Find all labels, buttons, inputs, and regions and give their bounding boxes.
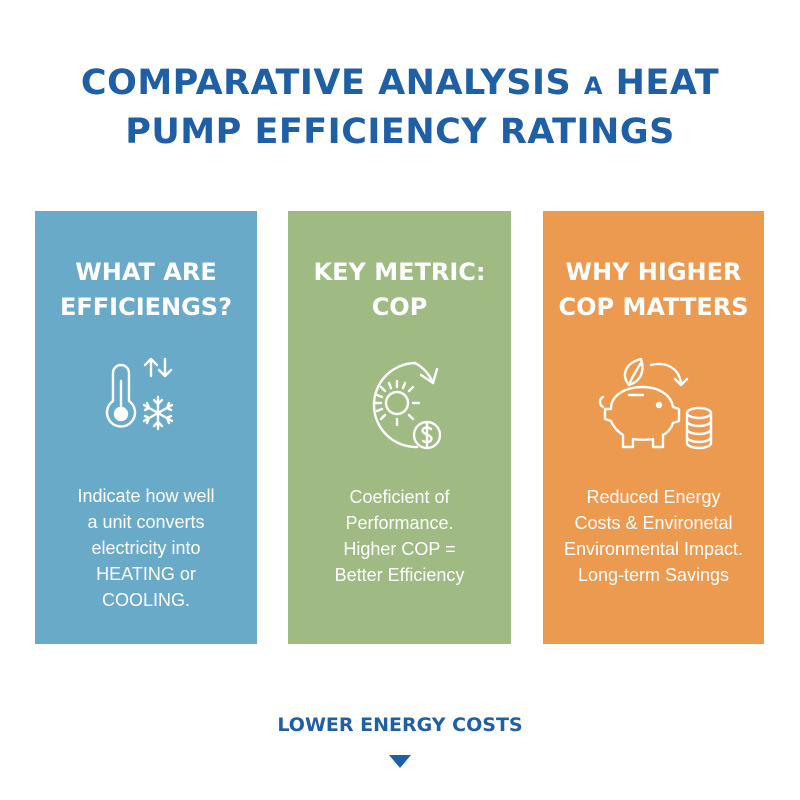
card-description-line: Long-term Savings: [577, 565, 730, 585]
card-heading-line: COP MATTERS: [558, 293, 749, 321]
card-description-line: Performance.: [345, 513, 454, 533]
footer-label: LOWER ENERGY COSTS: [277, 714, 523, 736]
card-heading: WHAT ARE EFFICIENGS?: [35, 255, 257, 325]
card-description-line: Indicate how well: [77, 486, 215, 506]
card-description: Coeficient of Performance. Higher COP = …: [298, 484, 501, 588]
title-connector: A: [583, 72, 603, 100]
card-description-line: Costs & Environetal: [574, 513, 733, 533]
arrow-down-icon: [389, 755, 411, 768]
card-key-metric-cop: KEY METRIC: COP Coeficient of Performanc…: [288, 211, 511, 644]
card-heading-line: EFFICIENGS?: [59, 293, 233, 321]
card-description-line: Environmental Impact.: [563, 539, 744, 559]
title-part2: HEAT: [615, 63, 720, 103]
card-description-line: COOLING.: [101, 590, 190, 610]
title-part1: COMPARATIVE ANALYSIS: [80, 63, 572, 103]
card-what-are-efficiencies: WHAT ARE EFFICIENGS? Indicate how well a…: [35, 211, 257, 644]
card-description: Reduced Energy Costs & Environetal Envir…: [553, 484, 754, 588]
page-title: COMPARATIVE ANALYSIS A HEAT PUMP EFFICIE…: [0, 60, 800, 155]
thermometer-snowflake-icon: [105, 357, 174, 431]
card-description: Indicate how well a unit converts electr…: [45, 483, 247, 613]
card-description-line: electricity into: [91, 538, 201, 558]
card-description-line: Coeficient of: [349, 487, 450, 507]
card-description-line: a unit converts: [87, 512, 205, 532]
card-heading-line: COP: [371, 293, 428, 321]
card-heading: WHY HIGHER COP MATTERS: [543, 255, 764, 325]
card-heading-line: WHY HIGHER: [565, 258, 742, 286]
title-line2: PUMP EFFICIENCY RATINGS: [125, 112, 675, 152]
card-description-line: Reduced Energy: [586, 487, 721, 507]
card-heading-line: WHAT ARE: [75, 258, 217, 286]
card-why-higher-cop-matters: WHY HIGHER COP MATTERS Reduced Energy Co…: [543, 211, 764, 644]
sun-dollar-icon: [372, 361, 441, 450]
card-description-line: Better Efficiency: [334, 565, 465, 585]
card-description-line: Higher COP =: [343, 539, 456, 559]
piggy-bank-coins-icon: [598, 357, 712, 450]
card-heading: KEY METRIC: COP: [288, 255, 511, 325]
card-description-line: HEATING or: [96, 564, 196, 584]
card-heading-line: KEY METRIC:: [313, 258, 486, 286]
